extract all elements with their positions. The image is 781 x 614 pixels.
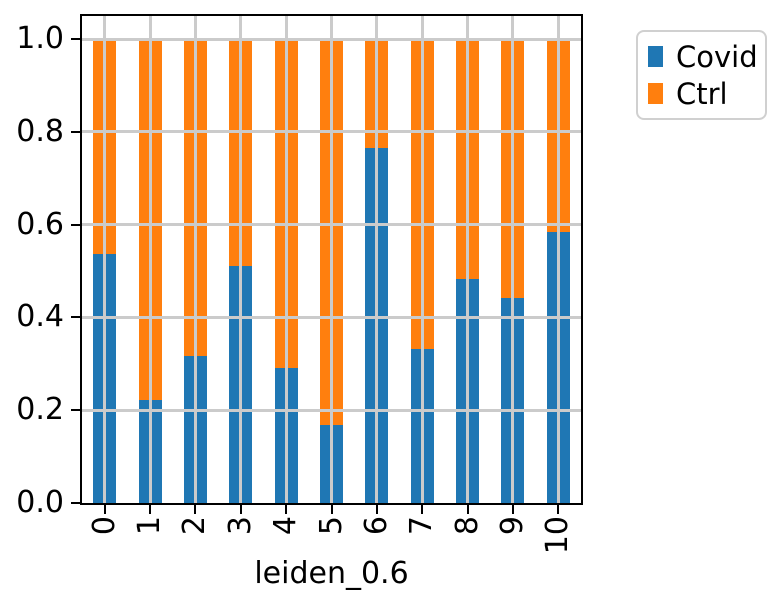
x-tick-label: 8 — [449, 516, 485, 536]
x-tick-mark-1 — [149, 505, 152, 514]
y-tick-mark-1.0 — [71, 38, 80, 41]
gridline-v-7 — [420, 16, 424, 503]
legend-swatch-covid — [648, 46, 663, 67]
x-tick-mark-7 — [421, 505, 424, 514]
gridline-v-9 — [511, 16, 515, 503]
x-tick-mark-5 — [330, 505, 333, 514]
legend-swatch-ctrl — [648, 83, 663, 104]
x-tick-mark-0 — [103, 505, 106, 514]
gridline-v-5 — [330, 16, 333, 503]
gridline-v-8 — [466, 16, 470, 503]
x-tick-mark-4 — [285, 505, 288, 514]
x-tick-mark-2 — [194, 505, 197, 514]
x-tick-label: 3 — [222, 516, 258, 536]
x-tick-label: 1 — [132, 516, 168, 536]
y-tick-mark-0.4 — [71, 316, 80, 319]
x-tick-label: 7 — [404, 516, 440, 536]
x-tick-label: 5 — [313, 516, 349, 536]
plot-area — [80, 14, 583, 505]
x-tick-mark-6 — [375, 505, 378, 514]
legend: Covid Ctrl — [636, 30, 767, 120]
y-tick-label: 1.0 — [16, 21, 64, 57]
gridline-v-10 — [556, 16, 560, 503]
legend-item-ctrl: Ctrl — [648, 78, 755, 110]
y-tick-mark-0.0 — [71, 502, 80, 504]
x-tick-mark-9 — [511, 505, 514, 514]
y-tick-label: 0.0 — [16, 485, 64, 520]
y-tick-mark-0.8 — [71, 130, 80, 133]
gridline-v-0 — [103, 16, 107, 503]
legend-item-covid: Covid — [648, 39, 758, 74]
x-axis-label: leiden_0.6 — [254, 556, 409, 591]
x-tick-label: 2 — [177, 516, 213, 536]
x-tick-mark-8 — [466, 505, 469, 514]
y-tick-mark-0.2 — [71, 409, 80, 412]
y-tick-label: 0.4 — [16, 299, 64, 335]
gridline-v-2 — [193, 16, 197, 503]
x-tick-mark-10 — [557, 505, 560, 514]
gridline-v-6 — [375, 16, 379, 503]
x-tick-label: 6 — [358, 516, 394, 536]
x-tick-label: 0 — [86, 516, 122, 536]
grid-layer — [82, 16, 581, 503]
gridline-v-4 — [284, 16, 288, 503]
y-tick-label: 0.2 — [16, 392, 64, 428]
x-tick-label: 10 — [540, 516, 576, 555]
y-tick-label: 0.8 — [16, 113, 64, 149]
legend-label-covid: Covid — [676, 39, 758, 74]
x-tick-label: 9 — [494, 516, 530, 536]
gridline-v-3 — [239, 16, 243, 503]
legend-label-ctrl: Ctrl — [676, 76, 728, 111]
x-tick-label: 4 — [268, 516, 304, 536]
y-tick-label: 0.6 — [16, 206, 64, 242]
gridline-v-1 — [148, 16, 152, 503]
x-tick-mark-3 — [239, 505, 242, 514]
y-tick-mark-0.6 — [71, 223, 80, 226]
